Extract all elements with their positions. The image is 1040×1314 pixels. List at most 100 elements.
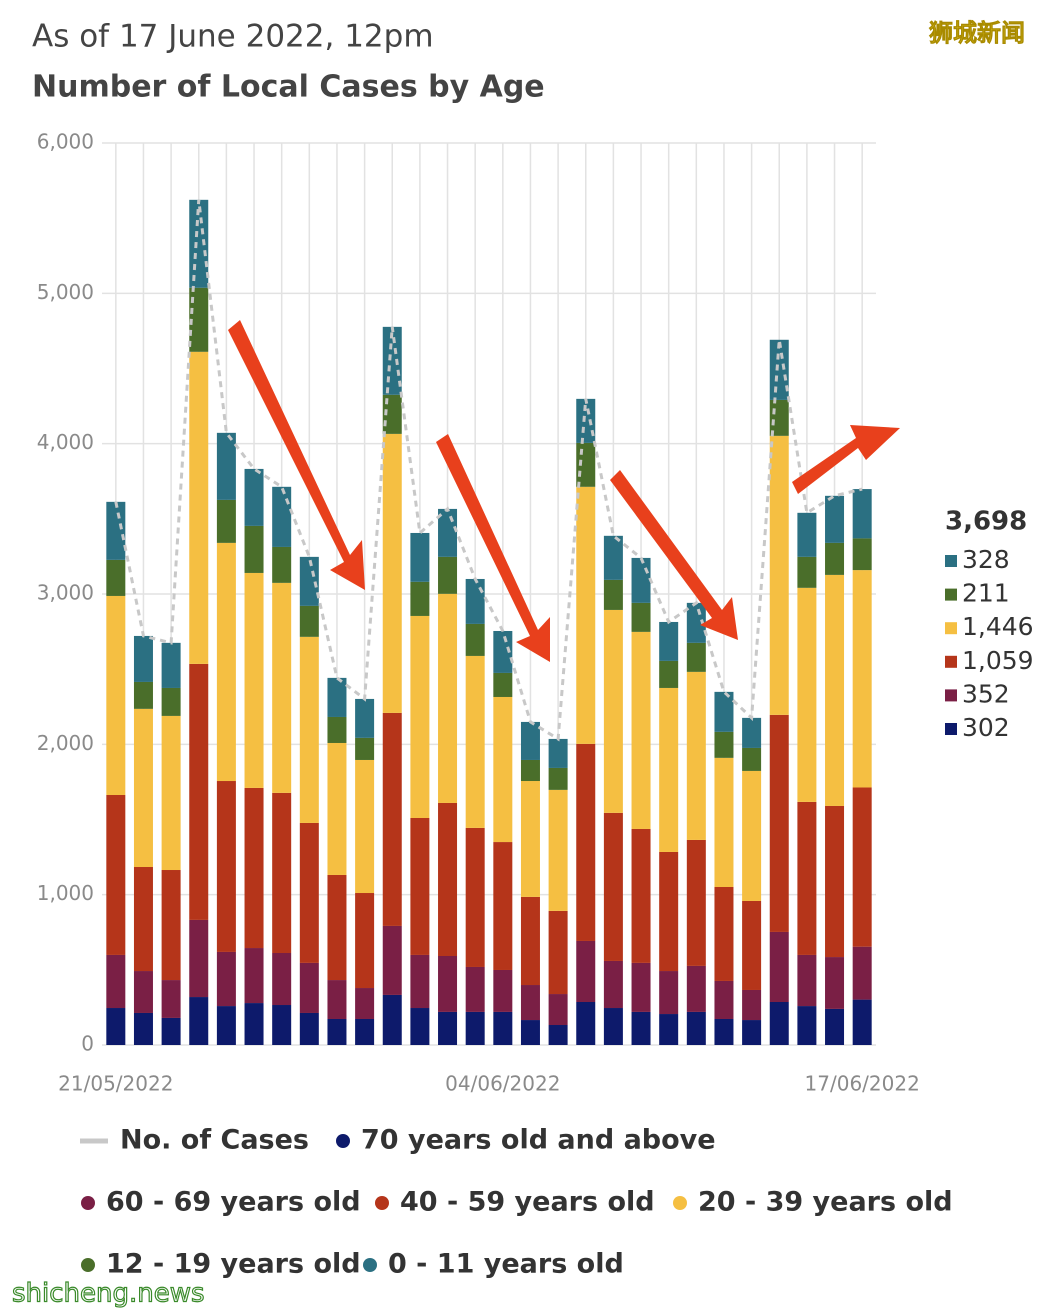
y-tick-label: 1,000	[37, 881, 94, 905]
bar-segment	[548, 910, 568, 995]
bar-segment	[161, 980, 181, 1018]
chart-title: Number of Local Cases by Age	[32, 70, 545, 105]
side-label: 1,059	[962, 646, 1034, 675]
bar-segment	[548, 789, 568, 911]
bar-segment	[548, 994, 568, 1026]
bar-segment	[355, 737, 375, 760]
bar-segment	[106, 1008, 126, 1045]
bar-segment	[714, 691, 734, 732]
bar-segment	[189, 351, 209, 664]
bar-segment	[272, 792, 292, 953]
y-tick-label: 3,000	[37, 581, 94, 605]
side-marker	[945, 655, 957, 668]
bar-segment	[410, 954, 430, 1009]
bar-segment	[742, 989, 762, 1021]
side-label: 211	[962, 579, 1010, 608]
bar-segment	[520, 721, 540, 760]
bar-segment	[852, 570, 872, 788]
bar-segment	[548, 1025, 568, 1045]
arrows	[228, 320, 900, 662]
bar-segment	[852, 787, 872, 947]
bar-segment	[410, 1008, 430, 1045]
bar-segment	[769, 435, 789, 715]
bar-segment	[299, 636, 319, 823]
bar-segment	[465, 578, 485, 624]
bar-segment	[216, 499, 236, 543]
bar-segment	[216, 432, 236, 500]
bar-segment	[382, 925, 402, 995]
bar-segment	[797, 512, 817, 557]
bar-segment	[244, 787, 264, 949]
bar-segment	[686, 671, 706, 840]
bar-segment	[797, 1006, 817, 1045]
bar-segment	[825, 805, 845, 958]
bar-segment	[327, 1018, 347, 1045]
bar-segment	[106, 559, 126, 596]
bar-segment	[244, 525, 264, 573]
bar-segment	[852, 538, 872, 571]
bar-segment	[576, 398, 596, 443]
bar-segment	[825, 495, 845, 543]
bar-segment	[576, 940, 596, 1003]
bar-segment	[327, 716, 347, 743]
side-marker	[945, 689, 957, 702]
total-label: 3,698	[945, 507, 1027, 537]
bar-segment	[189, 919, 209, 998]
bar-segment	[438, 1011, 458, 1045]
bar-segment	[659, 621, 679, 661]
bar-segment	[382, 433, 402, 713]
bar-segment	[327, 677, 347, 717]
bar-segment	[299, 1012, 319, 1045]
side-marker	[945, 723, 957, 735]
side-label: 1,446	[962, 612, 1034, 641]
bar-segment	[659, 1014, 679, 1045]
legend-marker	[673, 1196, 687, 1210]
bar-segment	[272, 546, 292, 583]
y-tick-label: 0	[81, 1032, 94, 1056]
bar-segment	[576, 743, 596, 941]
bar-segment	[161, 1017, 181, 1045]
bar-segment	[465, 1011, 485, 1045]
legend-label: 0 - 11 years old	[388, 1249, 624, 1280]
bar-segment	[825, 1008, 845, 1045]
bar-segment	[797, 954, 817, 1007]
bar-segment	[355, 698, 375, 738]
bar-segment	[548, 767, 568, 790]
arrow	[792, 425, 900, 494]
bar-segment	[603, 535, 623, 580]
bar-segment	[520, 985, 540, 1021]
bar-segment	[659, 660, 679, 688]
bar-segment	[714, 886, 734, 981]
legend-marker	[81, 1196, 95, 1210]
bar-segment	[189, 997, 209, 1045]
bar-segment	[216, 542, 236, 782]
bar-segment	[742, 1020, 762, 1045]
bar-segment	[493, 672, 513, 697]
bar-segment	[742, 770, 762, 901]
legend-label: 20 - 39 years old	[698, 1187, 953, 1218]
bar-segment	[576, 486, 596, 744]
side-marker	[945, 622, 957, 635]
bar-segment	[769, 931, 789, 1003]
bar-segment	[216, 1006, 236, 1045]
bar-segment	[272, 1005, 292, 1045]
legend-label: 40 - 59 years old	[400, 1187, 655, 1218]
x-tick-label: 04/06/2022	[445, 1072, 560, 1096]
bar-segment	[106, 954, 126, 1009]
bar-segment	[410, 615, 430, 818]
bar-segment	[548, 738, 568, 768]
bar-segment	[410, 817, 430, 955]
y-tick-label: 5,000	[37, 280, 94, 304]
x-tick-label: 17/06/2022	[805, 1072, 920, 1096]
bar-segment	[659, 687, 679, 852]
bar-segment	[244, 468, 264, 526]
bar-segment	[272, 582, 292, 793]
side-marker	[945, 588, 957, 601]
bar-segment	[825, 957, 845, 1009]
bar-segment	[133, 867, 153, 972]
bar-segment	[133, 708, 153, 868]
bar-segment	[603, 812, 623, 961]
bar-segment	[797, 587, 817, 802]
bar-segment	[686, 1011, 706, 1045]
